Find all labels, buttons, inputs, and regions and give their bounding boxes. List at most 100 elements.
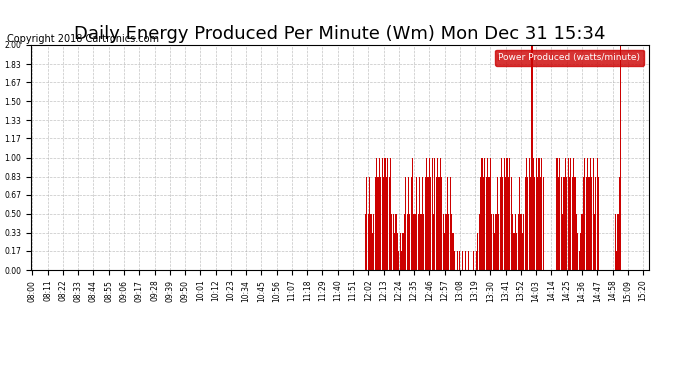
- Bar: [556, 158, 558, 270]
- Bar: [506, 158, 508, 270]
- Bar: [387, 158, 388, 270]
- Bar: [509, 158, 511, 270]
- Bar: [583, 177, 584, 270]
- Bar: [579, 251, 580, 270]
- Bar: [535, 158, 537, 270]
- Bar: [402, 233, 404, 270]
- Bar: [375, 177, 376, 270]
- Bar: [590, 158, 591, 270]
- Bar: [371, 214, 372, 270]
- Bar: [388, 177, 390, 270]
- Bar: [441, 177, 442, 270]
- Bar: [527, 177, 529, 270]
- Bar: [534, 177, 535, 270]
- Bar: [438, 177, 440, 270]
- Bar: [465, 251, 466, 270]
- Bar: [395, 214, 397, 270]
- Bar: [382, 158, 383, 270]
- Bar: [495, 214, 497, 270]
- Bar: [498, 214, 500, 270]
- Bar: [422, 177, 423, 270]
- Bar: [537, 177, 538, 270]
- Bar: [427, 177, 428, 270]
- Bar: [415, 214, 416, 270]
- Bar: [447, 177, 448, 270]
- Bar: [428, 158, 430, 270]
- Bar: [511, 177, 512, 270]
- Bar: [368, 214, 369, 270]
- Bar: [512, 214, 513, 270]
- Bar: [406, 214, 408, 270]
- Bar: [566, 177, 567, 270]
- Bar: [400, 233, 401, 270]
- Bar: [409, 214, 411, 270]
- Bar: [501, 158, 502, 270]
- Bar: [573, 158, 574, 270]
- Bar: [433, 214, 434, 270]
- Bar: [493, 214, 494, 270]
- Bar: [542, 177, 544, 270]
- Legend: Power Produced (watts/minute): Power Produced (watts/minute): [495, 50, 644, 66]
- Bar: [494, 233, 495, 270]
- Bar: [615, 214, 616, 270]
- Bar: [594, 214, 595, 270]
- Bar: [379, 158, 380, 270]
- Bar: [515, 214, 516, 270]
- Bar: [487, 158, 489, 270]
- Bar: [417, 214, 419, 270]
- Bar: [477, 233, 478, 270]
- Bar: [480, 177, 481, 270]
- Bar: [620, 45, 622, 270]
- Bar: [377, 177, 379, 270]
- Bar: [576, 214, 577, 270]
- Bar: [486, 177, 487, 270]
- Bar: [479, 214, 480, 270]
- Bar: [365, 214, 366, 270]
- Bar: [569, 177, 570, 270]
- Bar: [393, 214, 394, 270]
- Bar: [587, 158, 588, 270]
- Bar: [595, 177, 596, 270]
- Bar: [448, 214, 449, 270]
- Bar: [454, 251, 455, 270]
- Bar: [491, 214, 493, 270]
- Bar: [420, 214, 422, 270]
- Bar: [513, 233, 515, 270]
- Bar: [444, 233, 445, 270]
- Bar: [376, 158, 377, 270]
- Bar: [572, 177, 573, 270]
- Bar: [383, 177, 384, 270]
- Bar: [401, 251, 402, 270]
- Bar: [500, 177, 501, 270]
- Bar: [390, 158, 391, 270]
- Bar: [405, 177, 406, 270]
- Bar: [591, 177, 592, 270]
- Bar: [440, 158, 441, 270]
- Bar: [531, 45, 533, 270]
- Bar: [538, 158, 540, 270]
- Bar: [490, 158, 491, 270]
- Bar: [412, 158, 413, 270]
- Bar: [394, 233, 395, 270]
- Bar: [408, 177, 409, 270]
- Bar: [504, 158, 505, 270]
- Title: Daily Energy Produced Per Minute (Wm) Mon Dec 31 15:34: Daily Energy Produced Per Minute (Wm) Mo…: [74, 26, 606, 44]
- Bar: [450, 177, 451, 270]
- Bar: [424, 177, 426, 270]
- Bar: [529, 158, 530, 270]
- Bar: [391, 214, 393, 270]
- Bar: [520, 214, 522, 270]
- Bar: [519, 177, 520, 270]
- Bar: [476, 251, 477, 270]
- Text: Copyright 2018 Cartronics.com: Copyright 2018 Cartronics.com: [7, 34, 159, 44]
- Bar: [518, 214, 519, 270]
- Bar: [430, 177, 431, 270]
- Bar: [373, 214, 375, 270]
- Bar: [508, 177, 509, 270]
- Bar: [497, 177, 498, 270]
- Bar: [483, 177, 484, 270]
- Bar: [431, 158, 433, 270]
- Bar: [369, 177, 371, 270]
- Bar: [423, 214, 424, 270]
- Bar: [419, 177, 420, 270]
